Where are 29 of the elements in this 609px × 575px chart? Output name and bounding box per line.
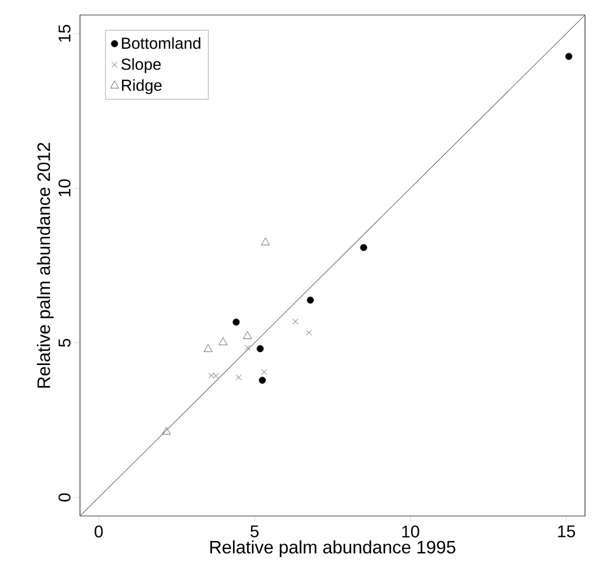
legend-label: Ridge: [122, 79, 162, 94]
point: [261, 368, 268, 375]
y-tick-label: 5: [58, 338, 70, 347]
legend-label: Bottomland: [122, 37, 200, 49]
point: [292, 318, 298, 324]
x-axis-title: Relative palm abundance 1995: [210, 540, 456, 558]
point: [306, 330, 312, 336]
point: [256, 345, 264, 352]
y-tick-label: 0: [58, 493, 70, 502]
x-tick-label: 0: [94, 526, 103, 538]
point: [232, 318, 240, 326]
point: [218, 337, 228, 346]
point: [261, 238, 270, 246]
point: [204, 344, 213, 352]
point: [306, 296, 314, 304]
point: [258, 376, 266, 384]
point: [243, 331, 252, 339]
point: [244, 344, 251, 351]
point: [360, 244, 368, 252]
point: [565, 52, 572, 60]
legend-label: Slope: [121, 58, 161, 74]
point: [162, 426, 171, 435]
y-tick-label: 10: [58, 179, 70, 196]
y-tick-label: 15: [58, 24, 70, 42]
point: [236, 374, 242, 380]
y-axis-title: Relative palm abundance 2012: [36, 142, 54, 388]
x-tick-label: 15: [558, 526, 575, 538]
x-tick-label: 5: [250, 526, 259, 538]
x-tick-label: 10: [402, 526, 420, 538]
